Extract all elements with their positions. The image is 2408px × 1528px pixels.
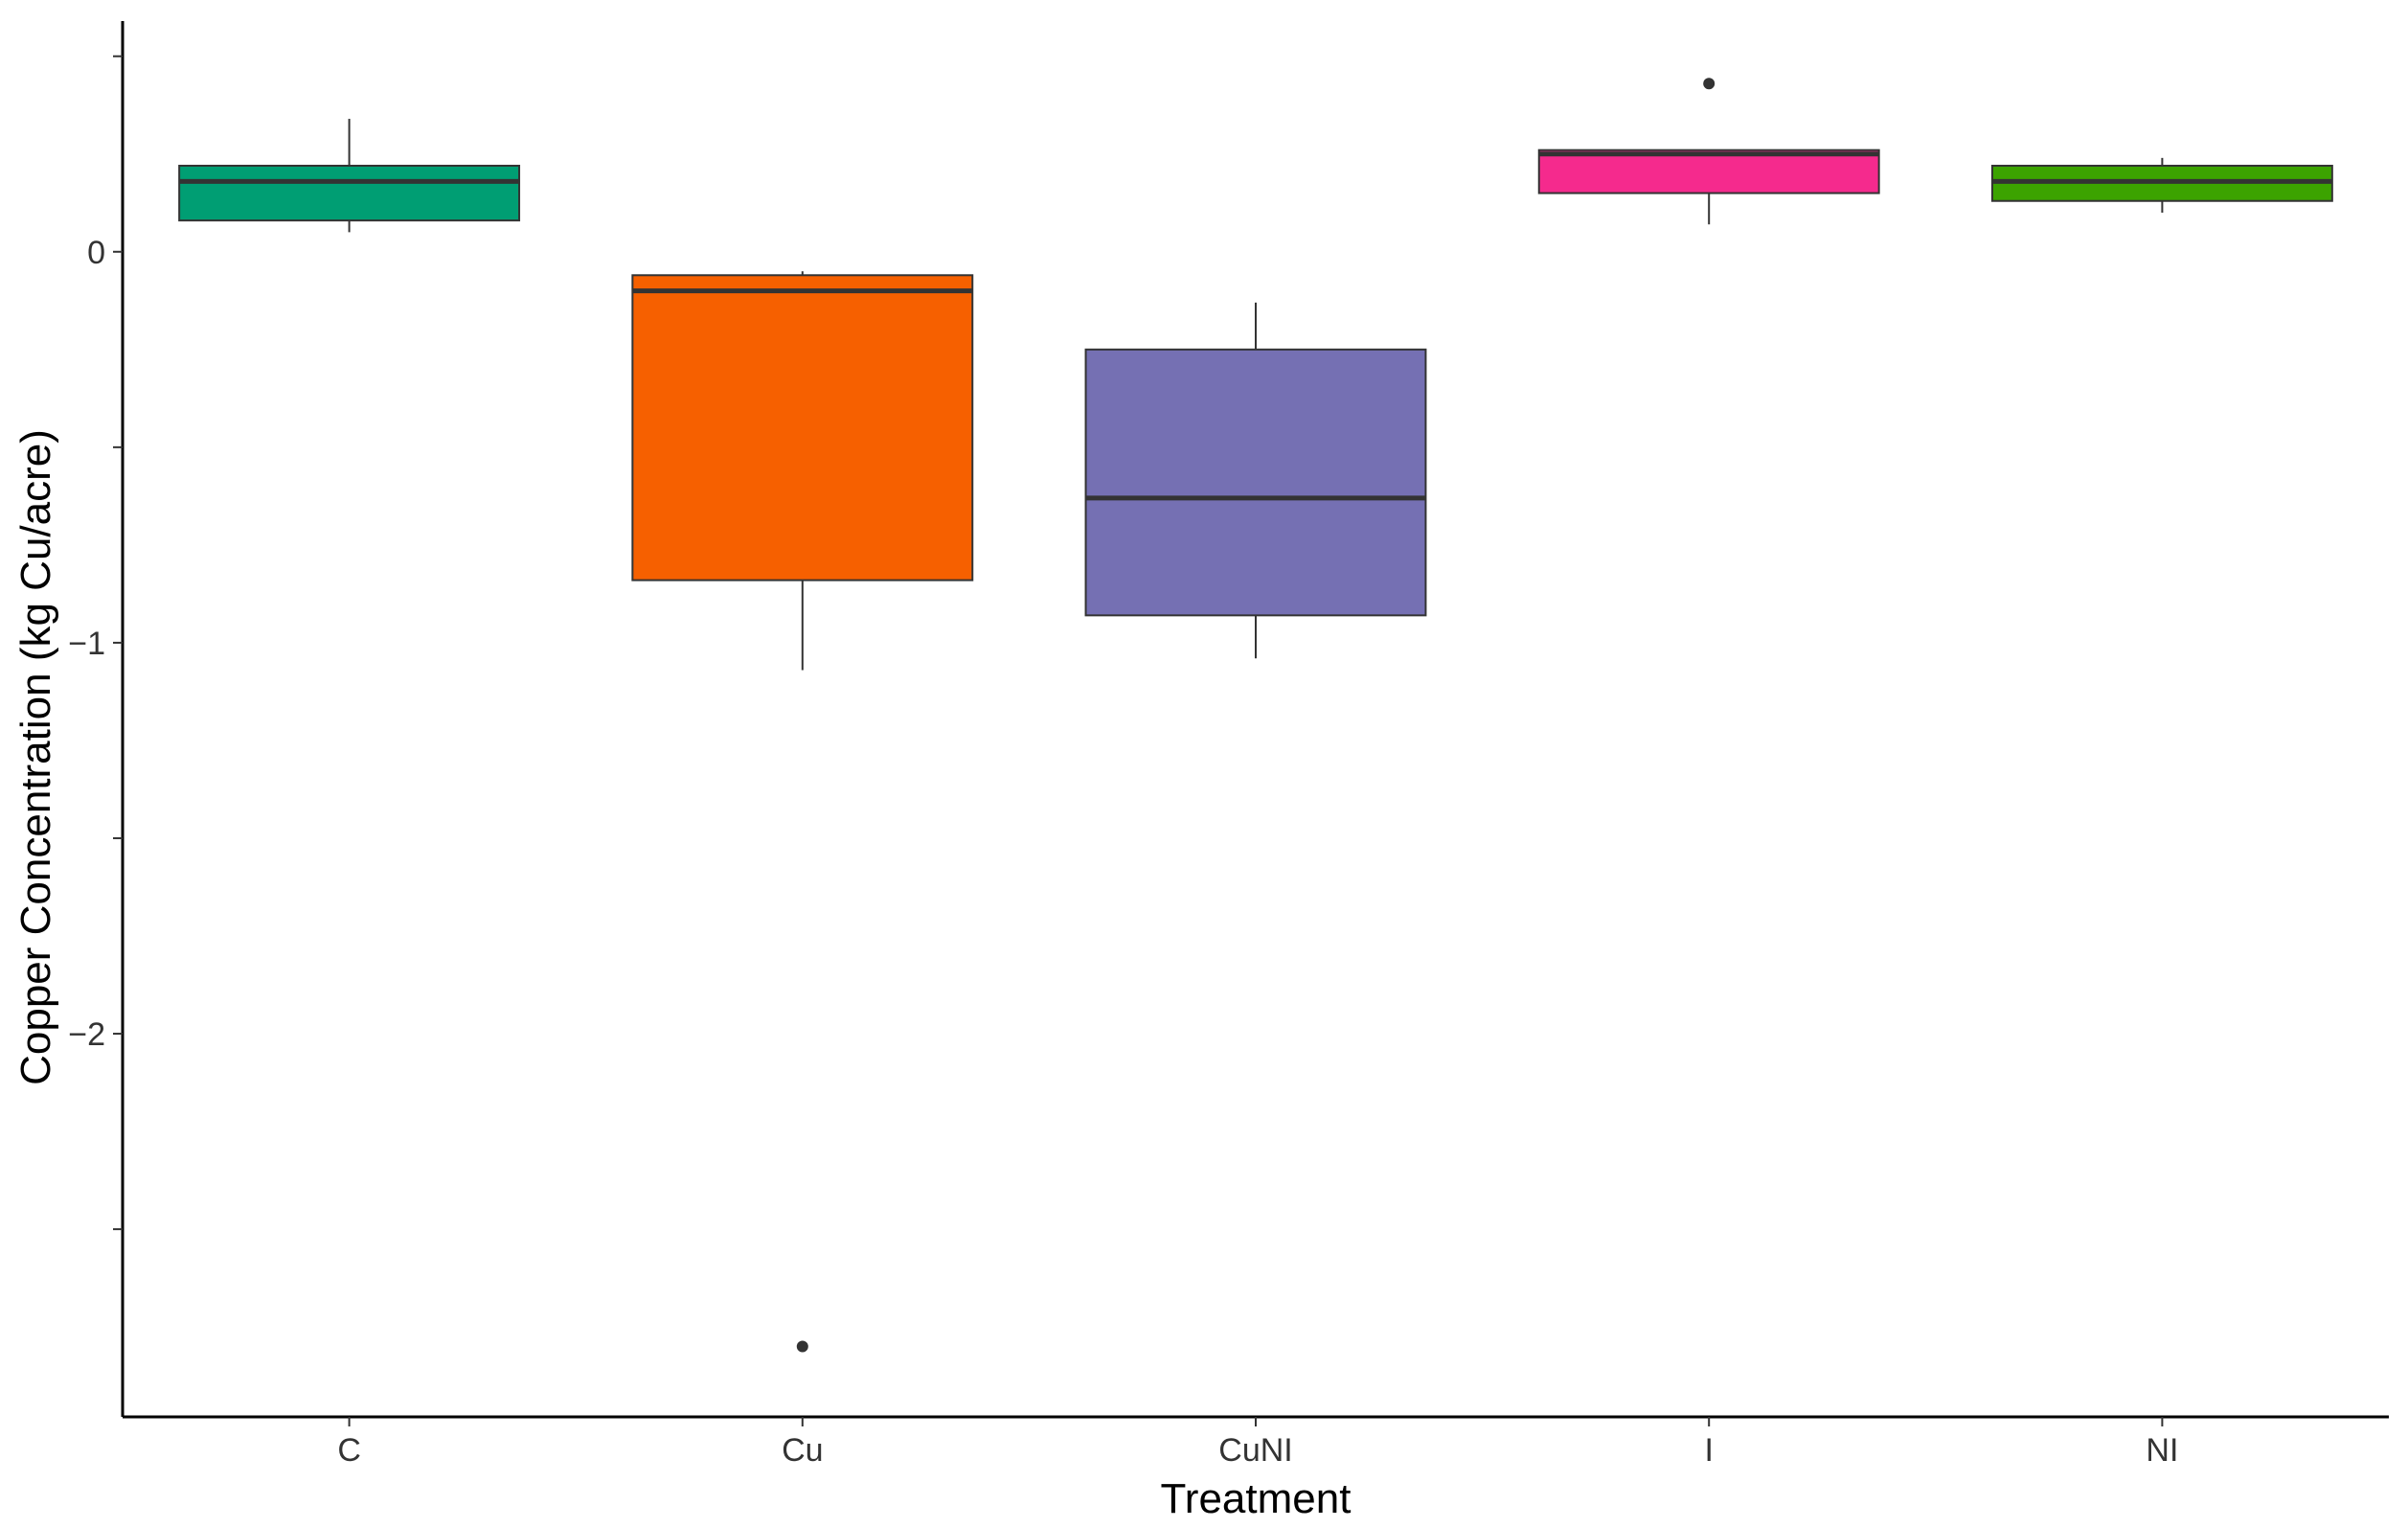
y-axis-title: Copper Concentration (kg Cu/acre) (12, 429, 59, 1085)
box-c (178, 119, 521, 233)
x-axis-title: Treatment (1161, 1475, 1352, 1522)
plot-axes (121, 21, 2389, 1419)
box-i (1537, 78, 1880, 225)
x-axis-ticks: C Cu CuNI I NI (337, 1417, 2178, 1469)
x-tick-label: I (1704, 1432, 1713, 1469)
box-cu (631, 271, 974, 1353)
outlier-point (796, 1340, 808, 1353)
box-ni (1990, 157, 2333, 213)
box-cuni (1084, 302, 1427, 659)
y-tick-label: −2 (68, 1016, 105, 1053)
y-tick-label: 0 (87, 235, 105, 271)
x-tick-label: Cu (782, 1432, 823, 1469)
box-series (178, 78, 2333, 1353)
box-iqr (1084, 348, 1427, 617)
x-tick-label: NI (2146, 1432, 2178, 1469)
y-tick-label: −1 (68, 626, 105, 662)
x-tick-label: C (337, 1432, 361, 1469)
outlier-point (1703, 78, 1715, 90)
x-tick-label: CuNI (1218, 1432, 1292, 1469)
box-iqr (631, 274, 974, 582)
y-axis-ticks: 0 −1 −2 (68, 55, 123, 1231)
box-iqr (1537, 148, 1880, 194)
box-iqr (178, 165, 521, 222)
